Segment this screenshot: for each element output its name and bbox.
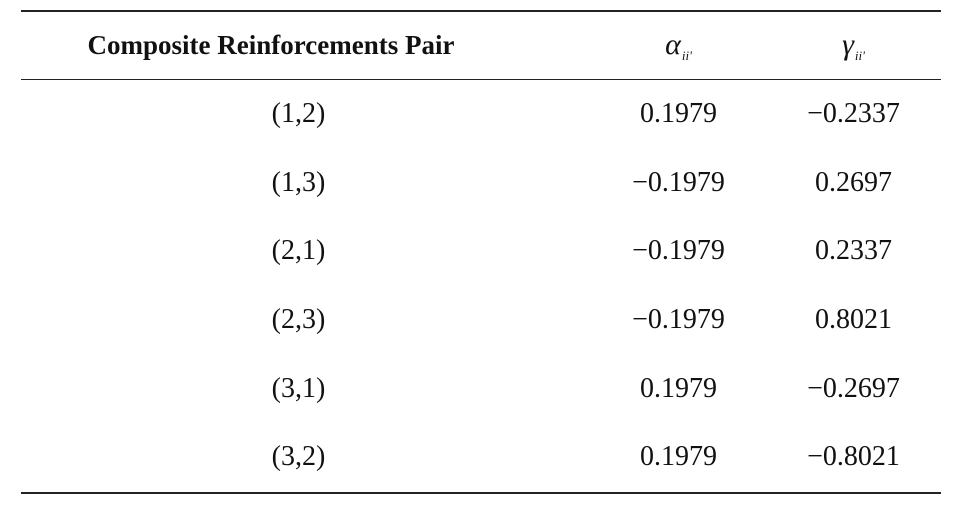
cell-alpha: −0.1979 (632, 166, 725, 198)
gamma-subscript: ii' (854, 47, 865, 63)
cell-alpha: −0.1979 (632, 304, 725, 336)
cell-gamma: 0.8021 (815, 304, 892, 336)
data-table-container: Composite Reinforcements Pair αii' γii' … (21, 10, 941, 494)
cell-alpha: 0.1979 (640, 441, 717, 473)
cell-alpha: −0.1979 (632, 235, 725, 267)
gamma-symbol: γ (842, 27, 854, 61)
cell-gamma: −0.2697 (807, 372, 900, 404)
table-row: (1,2) 0.1979 −0.2337 (21, 80, 941, 149)
cell-pair: (2,1) (271, 235, 326, 267)
cell-pair: (3,2) (271, 441, 326, 473)
header-pair: Composite Reinforcements Pair (87, 30, 455, 60)
header-alpha: αii' (591, 11, 766, 80)
cell-pair: (3,1) (271, 372, 326, 404)
table-row: (1,3) −0.1979 0.2697 (21, 149, 941, 218)
reinforcement-pair-table: Composite Reinforcements Pair αii' γii' … (21, 10, 941, 494)
cell-alpha: 0.1979 (640, 372, 717, 404)
cell-gamma: 0.2337 (815, 235, 892, 267)
table-row: (3,1) 0.1979 −0.2697 (21, 354, 941, 423)
cell-pair: (1,3) (271, 166, 326, 198)
cell-alpha: 0.1979 (640, 98, 717, 130)
header-gamma: γii' (766, 11, 941, 80)
table-header: Composite Reinforcements Pair αii' γii' (21, 11, 941, 80)
cell-pair: (1,2) (271, 98, 326, 130)
table-row: (2,3) −0.1979 0.8021 (21, 286, 941, 355)
alpha-subscript: ii' (681, 47, 692, 63)
table-body: (1,2) 0.1979 −0.2337 (1,3) −0.1979 0.269… (21, 80, 941, 493)
cell-gamma: 0.2697 (815, 166, 892, 198)
cell-pair: (2,3) (271, 304, 326, 336)
header-row: Composite Reinforcements Pair αii' γii' (21, 11, 941, 80)
cell-gamma: −0.2337 (807, 98, 900, 130)
alpha-symbol: α (665, 27, 681, 61)
table-row: (3,2) 0.1979 −0.8021 (21, 423, 941, 493)
table-row: (2,1) −0.1979 0.2337 (21, 217, 941, 286)
cell-gamma: −0.8021 (807, 441, 900, 473)
